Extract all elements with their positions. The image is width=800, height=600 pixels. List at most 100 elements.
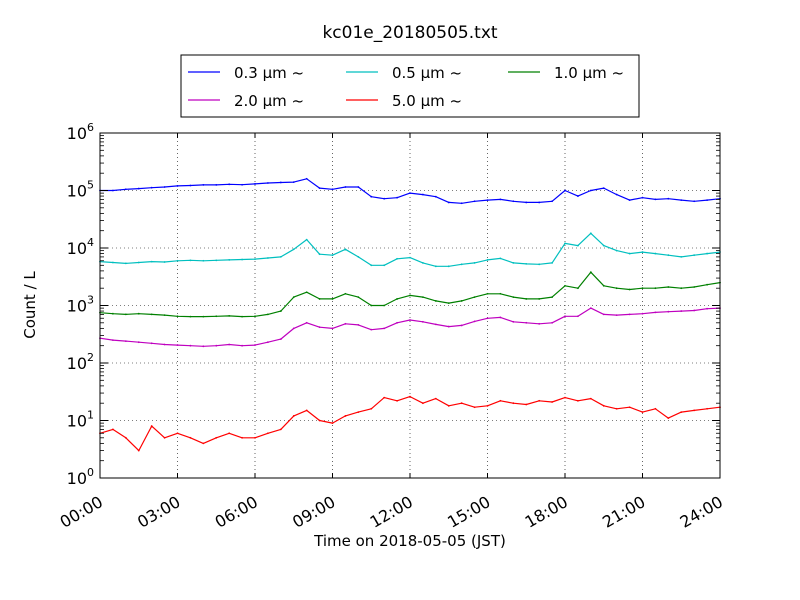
- x-tick-label: 18:00: [522, 492, 571, 532]
- data-point: [654, 407, 657, 410]
- data-point: [396, 399, 398, 402]
- data-point: [486, 292, 489, 295]
- data-point: [422, 262, 424, 264]
- data-point: [292, 415, 295, 417]
- data-point: [228, 259, 231, 261]
- data-point: [564, 242, 566, 245]
- x-tick-label: 21:00: [599, 492, 648, 532]
- data-point: [370, 195, 373, 198]
- data-point: [383, 396, 386, 399]
- data-point: [241, 436, 243, 439]
- x-tick-label: 00:00: [57, 492, 106, 532]
- data-point: [254, 258, 256, 261]
- data-point: [318, 298, 321, 300]
- data-point: [331, 422, 334, 425]
- data-point: [667, 197, 670, 200]
- data-point: [267, 432, 269, 435]
- data-point: [344, 322, 347, 325]
- data-point: [615, 193, 618, 196]
- data-point: [189, 344, 192, 347]
- data-point: [150, 313, 153, 316]
- data-point: [215, 184, 218, 186]
- data-point: [680, 199, 683, 202]
- data-point: [202, 184, 205, 186]
- data-point: [124, 436, 127, 439]
- data-point: [254, 183, 256, 185]
- data-point: [706, 283, 708, 286]
- data-point: [628, 252, 631, 255]
- data-point: [357, 296, 360, 298]
- data-point: [667, 417, 670, 420]
- y-tick-label: 105: [67, 179, 94, 201]
- data-point: [305, 238, 308, 241]
- data-point: [641, 251, 644, 253]
- data-point: [512, 200, 515, 203]
- data-point: [447, 302, 450, 305]
- data-point: [486, 404, 489, 407]
- data-point: [228, 314, 231, 317]
- y-tick-label: 104: [67, 236, 94, 258]
- data-point: [279, 256, 282, 258]
- data-point: [564, 189, 566, 192]
- data-point: [706, 199, 708, 202]
- data-point: [189, 184, 192, 187]
- data-point: [318, 187, 321, 190]
- data-point: [241, 258, 243, 261]
- data-point: [641, 312, 644, 315]
- x-tick-label: 06:00: [212, 492, 261, 532]
- data-point: [434, 265, 437, 268]
- data-point: [176, 259, 179, 262]
- data-point: [706, 307, 708, 310]
- data-point: [460, 263, 463, 266]
- legend-label: 1.0 μm ~: [554, 64, 624, 82]
- data-point: [383, 304, 386, 307]
- data-point: [615, 314, 618, 317]
- data-point: [706, 407, 708, 410]
- series-3: [99, 307, 721, 348]
- data-point: [396, 298, 398, 300]
- plot-frame: [99, 132, 721, 479]
- series-1: [99, 232, 721, 268]
- data-point: [499, 198, 502, 201]
- data-point: [267, 182, 269, 184]
- data-point: [202, 259, 205, 262]
- data-point: [422, 402, 424, 405]
- legend-item: 0.5 μm ~: [346, 64, 462, 82]
- data-point: [176, 344, 179, 346]
- data-point: [292, 296, 295, 298]
- data-point: [150, 342, 153, 345]
- data-point: [486, 199, 489, 202]
- data-point: [577, 195, 579, 197]
- data-point: [383, 197, 386, 200]
- data-point: [137, 261, 140, 264]
- data-point: [486, 259, 489, 261]
- data-point: [357, 323, 360, 326]
- data-point: [112, 189, 114, 192]
- data-point: [577, 287, 579, 290]
- data-point: [602, 313, 605, 316]
- data-point: [512, 402, 515, 405]
- data-point: [460, 324, 463, 327]
- data-point: [641, 411, 644, 413]
- data-point: [422, 320, 424, 323]
- data-point: [538, 399, 541, 402]
- data-point: [525, 321, 528, 324]
- legend-label: 2.0 μm ~: [234, 92, 304, 110]
- data-point: [357, 256, 360, 258]
- series-2: [99, 271, 721, 318]
- data-point: [512, 320, 515, 323]
- data-point: [551, 262, 553, 264]
- data-point: [189, 259, 192, 262]
- data-point: [409, 319, 411, 321]
- data-point: [447, 201, 450, 204]
- x-tick-label: 03:00: [134, 492, 183, 532]
- data-point: [693, 254, 696, 257]
- data-point: [150, 260, 153, 263]
- data-point: [589, 232, 592, 235]
- data-point: [706, 252, 708, 255]
- data-point: [176, 185, 179, 187]
- data-point: [137, 187, 140, 190]
- data-point: [241, 183, 243, 186]
- data-point: [409, 192, 411, 195]
- data-point: [137, 341, 140, 344]
